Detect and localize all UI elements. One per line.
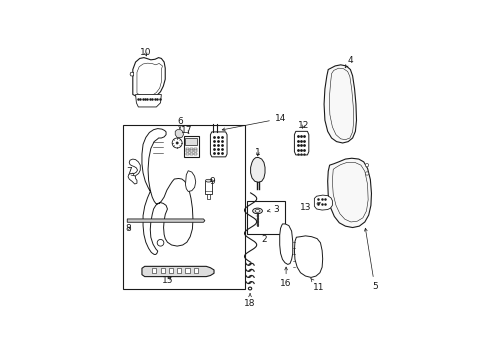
Circle shape	[365, 163, 368, 167]
Bar	[190, 153, 192, 155]
Text: 13: 13	[299, 202, 320, 212]
Polygon shape	[294, 236, 322, 278]
Polygon shape	[250, 157, 264, 183]
Text: 16: 16	[280, 267, 291, 288]
Bar	[185, 268, 189, 273]
Polygon shape	[294, 131, 308, 155]
Text: 9: 9	[209, 177, 215, 186]
Bar	[194, 153, 196, 155]
Circle shape	[157, 239, 163, 246]
Polygon shape	[328, 68, 353, 140]
Text: 12: 12	[297, 121, 308, 130]
Bar	[168, 268, 173, 273]
Bar	[160, 268, 164, 273]
Polygon shape	[142, 129, 193, 255]
Text: 4: 4	[345, 56, 352, 68]
Polygon shape	[332, 162, 367, 222]
Text: 7: 7	[125, 167, 134, 176]
Bar	[186, 153, 188, 155]
Text: 3: 3	[267, 205, 279, 214]
Text: 14: 14	[222, 114, 285, 131]
Text: 6: 6	[177, 117, 183, 129]
Bar	[194, 150, 196, 152]
Bar	[177, 268, 181, 273]
Ellipse shape	[255, 210, 260, 212]
Text: 8: 8	[125, 224, 131, 233]
Bar	[185, 138, 197, 145]
Circle shape	[172, 138, 182, 148]
Circle shape	[176, 142, 178, 144]
Polygon shape	[133, 58, 165, 100]
Text: 5: 5	[364, 228, 377, 291]
Text: 18: 18	[244, 294, 255, 308]
Polygon shape	[142, 266, 214, 276]
Text: 17: 17	[180, 126, 192, 135]
Polygon shape	[210, 132, 226, 157]
Circle shape	[365, 172, 368, 175]
Polygon shape	[128, 159, 140, 184]
Bar	[247, 201, 284, 234]
Polygon shape	[127, 219, 204, 222]
Polygon shape	[324, 65, 356, 143]
Bar	[190, 150, 192, 152]
Text: 11: 11	[310, 278, 324, 292]
Ellipse shape	[205, 179, 211, 182]
Polygon shape	[206, 194, 210, 199]
Polygon shape	[279, 224, 292, 264]
Text: 1: 1	[254, 148, 260, 157]
Polygon shape	[185, 171, 195, 192]
Text: 15: 15	[162, 276, 173, 285]
Bar	[186, 150, 188, 152]
Ellipse shape	[252, 208, 262, 214]
Bar	[194, 148, 196, 150]
Bar	[193, 268, 198, 273]
Bar	[205, 181, 211, 194]
Polygon shape	[175, 130, 183, 138]
Polygon shape	[327, 158, 371, 228]
Bar	[183, 136, 198, 157]
Bar	[152, 268, 156, 273]
Bar	[186, 148, 188, 150]
Text: 2: 2	[261, 235, 267, 244]
Polygon shape	[135, 94, 161, 107]
Polygon shape	[130, 72, 133, 76]
Polygon shape	[137, 63, 162, 96]
Text: 10: 10	[139, 48, 151, 57]
Bar	[190, 148, 192, 150]
Polygon shape	[314, 195, 332, 210]
Bar	[123, 125, 244, 288]
